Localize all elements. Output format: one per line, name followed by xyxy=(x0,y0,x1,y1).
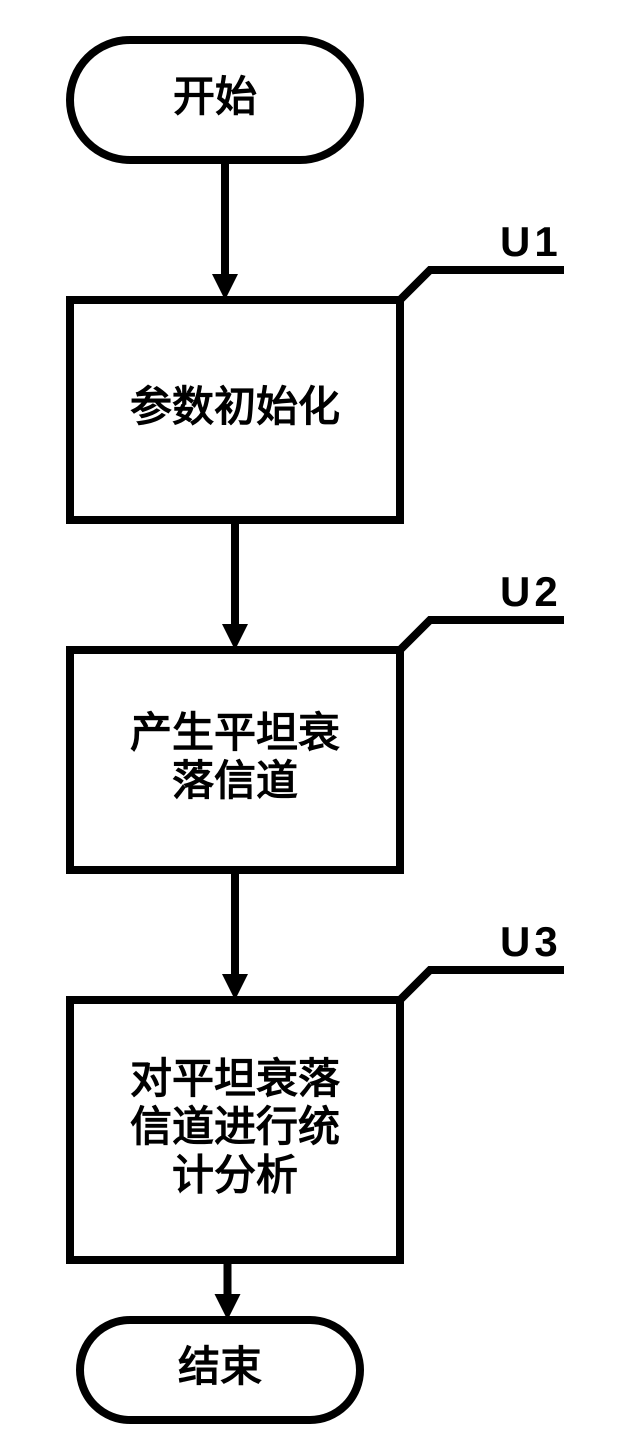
node-u1: 参数初始化 U1 xyxy=(70,218,562,520)
node-text-start-0: 开始 xyxy=(173,73,257,120)
label-leader-u3 xyxy=(400,970,560,1000)
node-text-u3-2: 计分析 xyxy=(172,1151,298,1198)
label-text-u2: U2 xyxy=(500,568,562,615)
node-text-end-0: 结束 xyxy=(178,1343,262,1390)
label-leader-u2 xyxy=(400,620,560,650)
node-text-u3-1: 信道进行统 xyxy=(130,1103,340,1150)
node-text-u2-1: 落信道 xyxy=(172,757,298,804)
node-start: 开始 xyxy=(70,40,360,160)
node-u3: 对平坦衰落信道进行统计分析 U3 xyxy=(70,918,562,1260)
node-text-u2-0: 产生平坦衰 xyxy=(130,709,340,756)
edge-u3-end xyxy=(215,1260,241,1320)
label-text-u1: U1 xyxy=(500,218,562,265)
label-text-u3: U3 xyxy=(500,918,562,965)
edge-start-u1 xyxy=(212,160,238,300)
node-text-u1-0: 参数初始化 xyxy=(130,383,340,430)
edge-u2-u3 xyxy=(222,870,248,1000)
node-end: 结束 xyxy=(80,1320,360,1420)
edge-u1-u2 xyxy=(222,520,248,650)
node-u2: 产生平坦衰落信道 U2 xyxy=(70,568,562,870)
label-leader-u1 xyxy=(400,270,560,300)
node-text-u3-0: 对平坦衰落 xyxy=(130,1055,341,1102)
